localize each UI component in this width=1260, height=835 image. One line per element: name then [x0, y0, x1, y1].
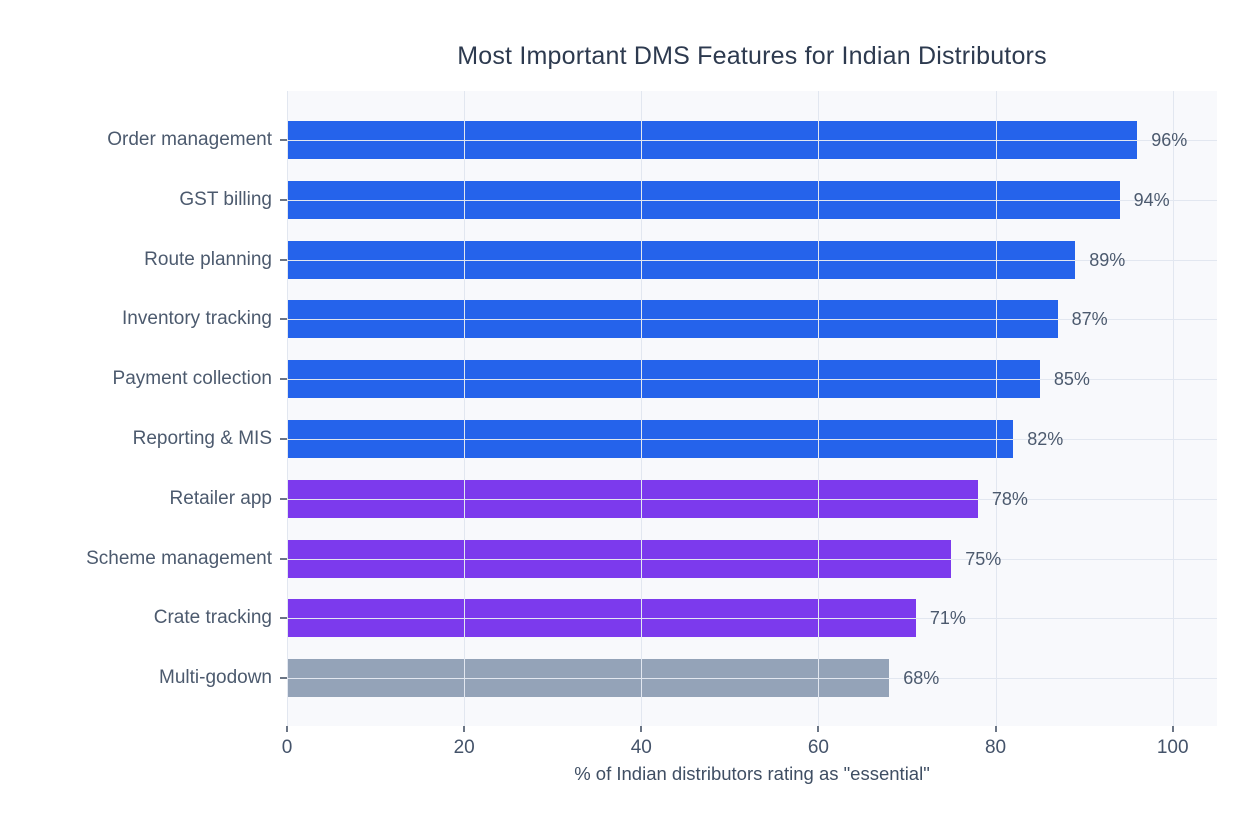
y-axis-category-label: Reporting & MIS: [132, 428, 272, 449]
x-gridline: [464, 91, 466, 726]
y-gridline: [287, 618, 1217, 620]
x-axis-tick: [463, 726, 466, 732]
y-gridline: [287, 498, 1217, 500]
y-gridline: [287, 379, 1217, 381]
x-gridline: [995, 91, 997, 726]
y-axis-category-label: Retailer app: [169, 487, 272, 509]
y-axis-tick: [280, 497, 287, 500]
y-axis-category-label: Crate tracking: [153, 607, 272, 629]
y-gridline: [287, 259, 1217, 261]
x-axis-title: % of Indian distributors rating as "esse…: [574, 763, 930, 784]
x-axis-tick-label: 40: [630, 737, 652, 758]
y-axis-category-label: Scheme management: [86, 547, 272, 569]
chart-title: Most Important DMS Features for Indian D…: [457, 42, 1047, 70]
y-axis-tick: [280, 318, 287, 321]
x-gridline: [1172, 91, 1174, 726]
x-axis-tick: [817, 726, 820, 732]
y-axis-category-label: Inventory tracking: [122, 308, 272, 330]
bar-value-label: 94%: [1133, 189, 1170, 210]
x-axis-tick: [640, 726, 643, 732]
y-axis-category-label: Multi-godown: [159, 667, 272, 689]
bar-value-label: 87%: [1071, 309, 1108, 330]
plot-area: 96% 94% 89% 87% 85% 82% 78% 75% 71% 68%: [287, 91, 1217, 726]
bar-value-label: 75%: [965, 548, 1002, 569]
y-axis-category-label: Route planning: [144, 248, 272, 270]
x-axis-tick-label: 80: [984, 737, 1007, 758]
x-axis-tick: [1171, 726, 1174, 732]
y-axis-tick: [280, 139, 287, 141]
x-axis-tick-label: 20: [453, 737, 475, 758]
y-axis-category-label: Order management: [107, 129, 272, 150]
bar-value-label: 71%: [929, 608, 966, 629]
y-gridline: [287, 439, 1217, 440]
y-axis-tick: [280, 258, 287, 261]
bar-value-label: 78%: [991, 488, 1028, 509]
y-axis-category-label: Payment collection: [112, 368, 272, 390]
bar-value-label: 89%: [1089, 249, 1126, 270]
y-gridline: [287, 678, 1217, 680]
x-axis-tick: [994, 726, 997, 732]
y-axis-tick: [280, 198, 287, 201]
bar-value-label: 68%: [903, 668, 940, 689]
x-gridline: [818, 91, 820, 726]
x-gridline: [287, 91, 288, 726]
y-gridline: [287, 558, 1217, 560]
y-gridline: [287, 319, 1217, 321]
bar-value-label: 96%: [1151, 130, 1188, 150]
y-axis-tick: [280, 438, 287, 440]
y-axis-tick: [280, 617, 287, 620]
y-axis-tick: [280, 378, 287, 381]
x-axis-tick: [286, 726, 288, 732]
x-axis-tick-label: 100: [1156, 737, 1189, 758]
y-axis-tick: [280, 677, 287, 680]
y-axis-category-label: GST billing: [179, 188, 272, 210]
x-gridline: [641, 91, 643, 726]
x-axis-tick-label: 0: [281, 737, 293, 758]
y-gridline: [287, 199, 1217, 201]
bar-value-label: 85%: [1053, 369, 1090, 390]
y-gridline: [287, 140, 1217, 141]
bar-value-label: 82%: [1027, 429, 1064, 449]
x-axis-tick-label: 60: [807, 737, 829, 758]
y-axis-tick: [280, 557, 287, 560]
